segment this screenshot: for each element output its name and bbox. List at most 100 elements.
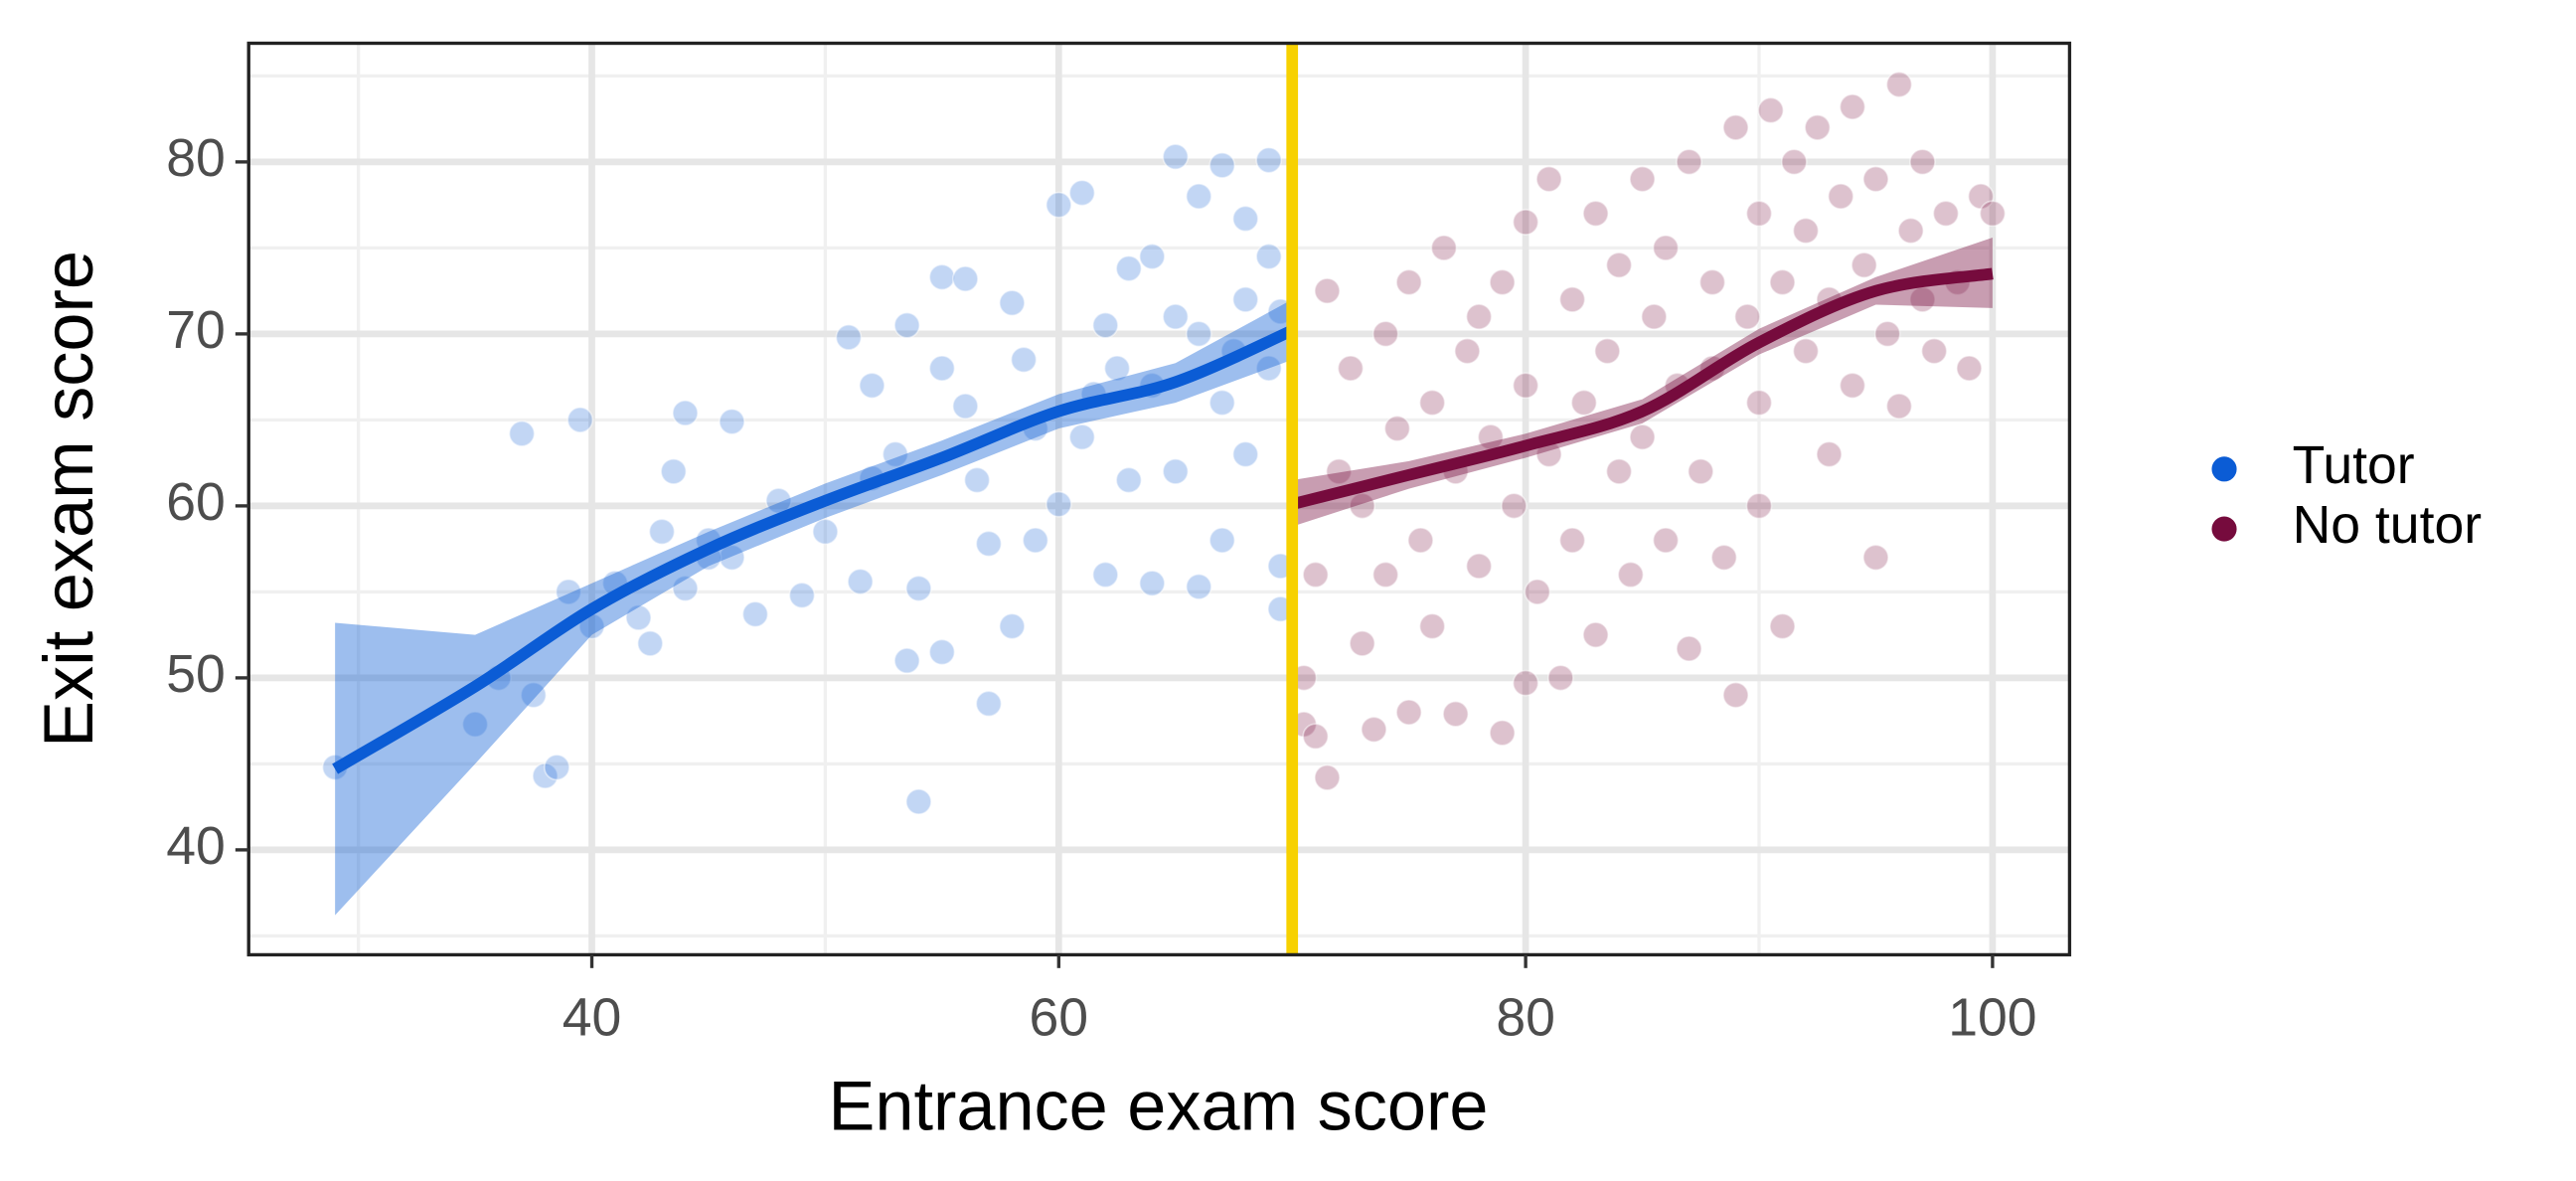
point <box>1512 669 1539 697</box>
point <box>963 466 991 494</box>
point <box>951 393 979 420</box>
point <box>1091 311 1119 339</box>
point <box>1091 561 1119 589</box>
point <box>928 263 956 291</box>
point <box>1103 355 1131 382</box>
point <box>1185 183 1212 210</box>
point <box>1769 612 1796 640</box>
point <box>1068 179 1096 207</box>
point <box>1208 151 1236 179</box>
point <box>1302 723 1330 751</box>
point <box>636 629 664 657</box>
point <box>1535 165 1562 193</box>
point <box>719 544 745 572</box>
point <box>1454 337 1481 365</box>
point <box>660 457 688 485</box>
point <box>1745 492 1773 520</box>
point <box>1605 457 1633 485</box>
point <box>1558 527 1586 554</box>
point <box>812 518 839 546</box>
point <box>1885 393 1913 420</box>
point <box>1932 200 1960 228</box>
point <box>1407 527 1434 554</box>
point <box>1314 763 1341 791</box>
point <box>1676 148 1702 176</box>
y-tick-label: 40 <box>166 817 226 876</box>
point <box>1185 573 1212 600</box>
point <box>928 638 956 666</box>
point <box>847 568 875 595</box>
point <box>1629 165 1656 193</box>
point <box>741 600 769 628</box>
point <box>1582 621 1609 649</box>
point <box>1956 355 1983 382</box>
point <box>975 530 1003 558</box>
point <box>555 579 582 605</box>
point <box>520 681 548 709</box>
point <box>1885 71 1913 98</box>
point <box>1349 629 1376 657</box>
point <box>1185 320 1212 348</box>
point <box>1418 389 1446 417</box>
point <box>1371 561 1399 589</box>
point <box>904 788 932 815</box>
point <box>835 323 863 351</box>
point <box>1325 457 1353 485</box>
point <box>1757 96 1785 124</box>
legend-label: No tutor <box>2293 496 2482 555</box>
point <box>461 711 489 738</box>
point <box>998 612 1026 640</box>
point <box>951 265 979 292</box>
legend-marker <box>2211 456 2237 482</box>
point <box>1710 544 1738 572</box>
point <box>1489 719 1517 747</box>
point <box>1465 303 1493 330</box>
point <box>1676 635 1702 662</box>
point <box>893 311 921 339</box>
point <box>859 372 886 400</box>
point <box>508 420 536 447</box>
point <box>1605 252 1633 279</box>
point <box>1361 716 1387 744</box>
point <box>1827 183 1854 210</box>
point <box>1430 234 1458 261</box>
point <box>1652 527 1680 554</box>
point <box>1745 389 1773 417</box>
point <box>1640 303 1668 330</box>
point <box>1418 612 1446 640</box>
point <box>1231 285 1259 313</box>
point <box>1314 277 1341 305</box>
point <box>1395 268 1423 296</box>
point <box>1792 337 1820 365</box>
x-tick-label: 80 <box>1496 989 1555 1048</box>
point <box>1629 423 1656 451</box>
point <box>1010 346 1038 374</box>
point <box>1582 200 1609 228</box>
point <box>1383 415 1411 442</box>
point <box>1839 372 1866 400</box>
point <box>975 690 1003 718</box>
x-tick-label: 40 <box>563 989 622 1048</box>
point <box>1862 165 1889 193</box>
point <box>788 582 816 609</box>
point <box>1022 527 1049 554</box>
point <box>1045 191 1072 219</box>
point <box>1839 93 1866 120</box>
point <box>1570 389 1598 417</box>
point <box>1909 148 1936 176</box>
point <box>1138 570 1166 597</box>
point <box>1231 440 1259 468</box>
point <box>1722 681 1749 709</box>
y-axis-label: Exit exam score <box>29 251 107 748</box>
point <box>1442 700 1470 728</box>
point <box>566 407 594 433</box>
point <box>1255 146 1283 174</box>
point <box>1512 209 1539 236</box>
point <box>1816 440 1843 468</box>
point <box>1979 200 2007 228</box>
point <box>1045 490 1072 518</box>
fit-line <box>332 325 1295 774</box>
point <box>1371 320 1399 348</box>
point <box>719 408 745 435</box>
